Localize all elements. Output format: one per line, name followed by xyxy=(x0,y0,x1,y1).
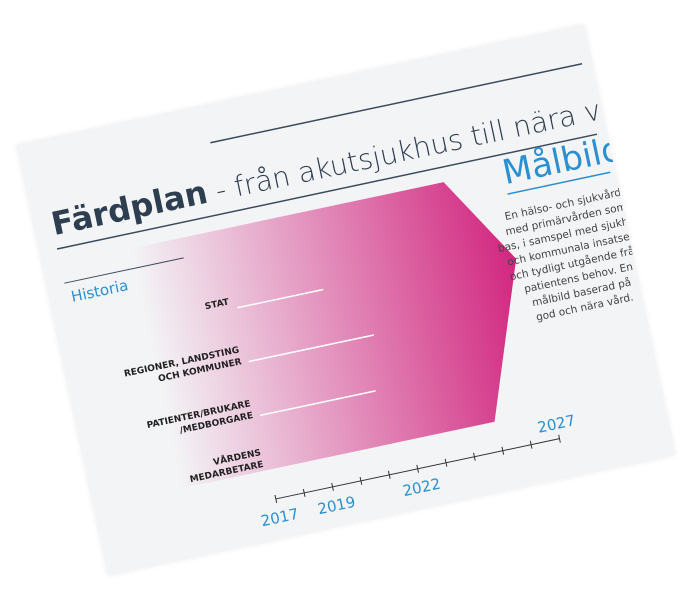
row-line xyxy=(237,288,324,309)
timeline-tick xyxy=(529,440,533,449)
goal-underline xyxy=(507,171,611,195)
timeline-tick xyxy=(444,458,448,467)
timeline-tick xyxy=(331,482,334,491)
row-line xyxy=(259,390,376,417)
year-label: 2027 xyxy=(536,411,577,437)
title-rule xyxy=(56,133,598,250)
card: Färdplan - från akutsjukhus till nära vå… xyxy=(16,24,676,576)
timeline-tick xyxy=(274,494,278,503)
history-rule xyxy=(64,257,184,284)
timeline-tick xyxy=(558,434,561,443)
timeline-tick xyxy=(387,470,391,479)
year-label: 2022 xyxy=(401,475,442,501)
year-label: 2017 xyxy=(259,505,300,531)
timeline-tick xyxy=(359,476,363,485)
year-label: 2019 xyxy=(316,493,357,519)
timeline-tick xyxy=(302,488,306,497)
row-line xyxy=(248,334,375,363)
timeline-tick xyxy=(473,452,476,461)
infographic: Färdplan - från akutsjukhus till nära vå… xyxy=(48,63,649,531)
arrow xyxy=(130,182,517,489)
timeline-tick xyxy=(416,464,419,473)
timeline-tick xyxy=(501,446,505,455)
top-rule xyxy=(210,63,583,144)
